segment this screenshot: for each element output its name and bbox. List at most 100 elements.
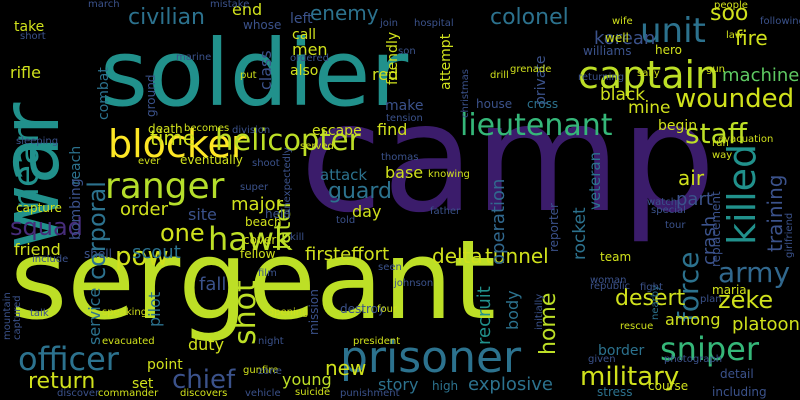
word-training: training (763, 175, 787, 252)
word-evacuated: evacuated (102, 336, 155, 347)
word-border: border (598, 343, 644, 359)
word-watch: watch (647, 197, 677, 208)
word-find: find (377, 120, 407, 139)
word-site: site (188, 205, 217, 224)
word-camp: camp (300, 72, 716, 246)
word-take: take (14, 19, 44, 35)
word-father: father (430, 206, 461, 217)
word-short: short (20, 31, 46, 42)
word-body: body (503, 290, 522, 330)
word-day: day (352, 202, 381, 221)
word-sniper: sniper (660, 330, 760, 368)
word-civilian: civilian (128, 5, 205, 30)
word-run: run (712, 138, 729, 149)
word-knowing: knowing (428, 169, 470, 180)
word-killed: killed (720, 144, 764, 245)
word-suicide: suicide (295, 387, 330, 398)
word-vehicle: vehicle (245, 388, 281, 399)
word-explosive: explosive (468, 374, 553, 395)
word-reporter: reporter (547, 203, 561, 252)
word-guard: guard (328, 179, 392, 204)
word-reach: reach (68, 146, 84, 185)
word-following: following (760, 16, 800, 27)
word-include: include (32, 254, 68, 265)
word-ordered: ordered (290, 53, 329, 64)
word-mission: mission (307, 289, 321, 335)
word-given: given (588, 354, 616, 365)
word-super: super (240, 182, 269, 193)
word-opening: opening (268, 307, 308, 318)
word-zeke: zeke (718, 286, 773, 314)
word-captain: captain (578, 53, 719, 97)
word-black: black (600, 85, 645, 105)
word-rescue: rescue (620, 321, 653, 332)
word-williams: williams (583, 44, 631, 58)
word-order: order (120, 199, 169, 220)
word-detail: detail (720, 367, 754, 381)
word-officer: officer (18, 340, 120, 378)
word-plan: plan (700, 294, 722, 305)
word-private: private (533, 56, 549, 106)
word-initially: initially (534, 294, 545, 330)
word-young: young (282, 370, 332, 389)
word-men: men (292, 40, 328, 59)
word-including: including (712, 385, 767, 399)
word-pow: pow (115, 242, 169, 272)
word-team: team (600, 250, 631, 264)
word-fellow: fellow (240, 247, 276, 261)
word-veteran: veteran (586, 152, 604, 210)
word-evacuation: evacuation (718, 134, 773, 145)
word-friend: friend (14, 240, 61, 259)
word-point: point (147, 357, 183, 373)
word-shoot: shoot (252, 158, 280, 169)
word-unit: unit (640, 11, 706, 51)
word-cover: cover (243, 233, 276, 247)
word-well: well (605, 31, 629, 45)
word-tunnel: tunnel (485, 244, 549, 268)
word-drill: drill (490, 70, 509, 81)
word-put: put (240, 70, 257, 81)
word-beach: beach (245, 215, 282, 229)
word-staff: staff (685, 117, 748, 150)
word-grenade: grenade (510, 64, 551, 75)
word-mine: mine (628, 98, 671, 118)
word-soldier: soldier (100, 20, 408, 127)
word-held: held (265, 207, 291, 221)
word-fire: fire (735, 26, 768, 50)
word-march: march (88, 0, 120, 10)
word-destroy: destroy (340, 302, 385, 316)
word-fall: fall (199, 274, 226, 295)
word-people: people (714, 0, 748, 11)
word-lieutenant: lieutenant (460, 108, 613, 143)
word-pilot: pilot (145, 292, 164, 327)
word-military: military (580, 362, 679, 392)
word-set: set (132, 376, 154, 392)
word-night: night (258, 336, 284, 347)
word-returning: returning (578, 72, 624, 83)
word-rifle: rifle (10, 63, 41, 82)
word-capture: capture (16, 201, 62, 215)
word-course: course (648, 379, 688, 393)
word-attempt: attempt (438, 33, 454, 90)
word-special: special (651, 205, 686, 216)
word-firsteffort: firsteffort (305, 244, 389, 265)
word-attack: attack (320, 166, 367, 184)
word-christmas: christmas (460, 69, 471, 118)
word-duty: duty (188, 335, 224, 354)
word-scout: scout (132, 242, 181, 263)
word-friendly: friendly (385, 32, 401, 85)
word-desert: desert (615, 286, 686, 311)
word-ground: ground (144, 75, 158, 117)
word-call: call (292, 27, 316, 43)
word-platoon: platoon (732, 314, 800, 335)
word-mountain: mountain (2, 292, 13, 340)
word-new: new (325, 356, 366, 380)
word-one: one (160, 219, 205, 247)
word-operation: operation (488, 179, 509, 265)
word-film: film (258, 268, 277, 279)
word-ever: ever (138, 156, 161, 167)
word-way: way (712, 150, 732, 161)
word-served: served (300, 141, 334, 152)
word-woman: woman (590, 275, 627, 286)
